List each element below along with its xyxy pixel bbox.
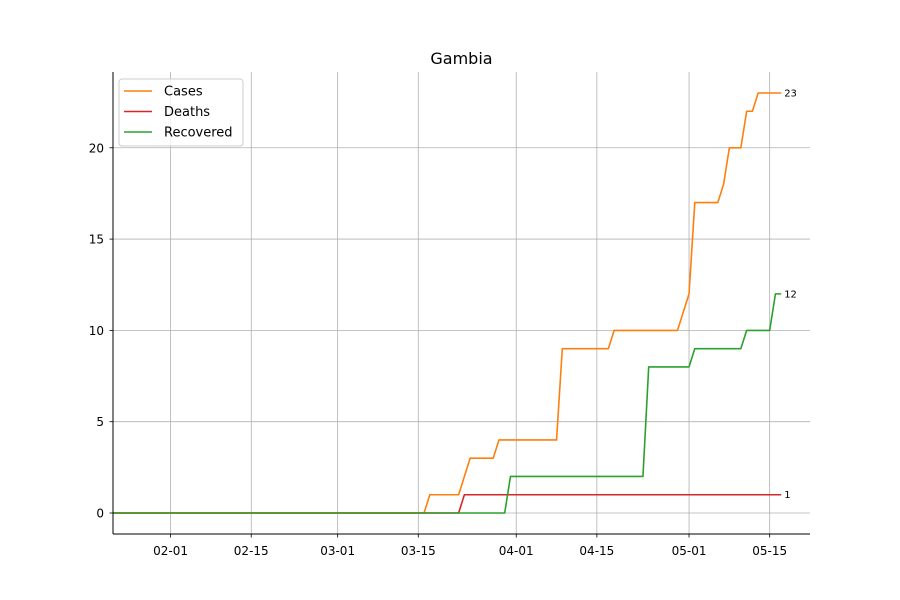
y-tick-label: 20	[89, 141, 104, 155]
x-tick-label: 02-01	[153, 544, 188, 558]
y-tick-label: 5	[96, 415, 104, 429]
x-tick-label: 04-01	[499, 544, 534, 558]
end-label-cases: 23	[784, 89, 797, 100]
legend-label-cases: Cases	[164, 85, 203, 100]
x-tick-label: 05-01	[672, 544, 707, 558]
x-tick-label: 02-15	[234, 544, 269, 558]
legend-label-recovered: Recovered	[164, 126, 233, 141]
x-ticks: 02-01 02-15 03-01 03-15 04-01 04-15 05-01 05-15	[153, 534, 787, 558]
axes	[112, 72, 810, 535]
series-line-recovered	[113, 293, 782, 514]
y-tick-label: 10	[89, 324, 104, 338]
y-tick-label: 15	[89, 233, 104, 247]
series-group	[113, 92, 782, 514]
y-ticks: 0 5 10 15 20	[89, 141, 113, 521]
series-line-cases	[113, 92, 782, 514]
x-tick-label: 05-15	[752, 544, 787, 558]
legend-label-deaths: Deaths	[164, 105, 210, 120]
x-tick-label: 03-01	[320, 544, 355, 558]
x-tick-label: 04-15	[579, 544, 614, 558]
legend-box	[118, 78, 244, 147]
x-tick-label: 03-15	[401, 544, 436, 558]
chart-title: Gambia	[430, 49, 492, 68]
legend: Cases Deaths Recovered	[118, 78, 244, 147]
end-label-deaths: 1	[784, 490, 790, 501]
y-tick-label: 0	[96, 507, 104, 521]
series-line-deaths	[113, 493, 782, 514]
end-label-recovered: 12	[784, 289, 797, 300]
end-labels: 23 1 12	[784, 89, 797, 502]
